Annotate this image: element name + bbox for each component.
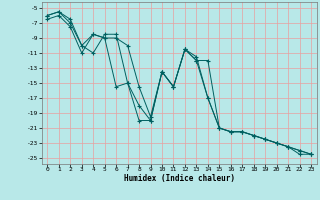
X-axis label: Humidex (Indice chaleur): Humidex (Indice chaleur)	[124, 174, 235, 183]
